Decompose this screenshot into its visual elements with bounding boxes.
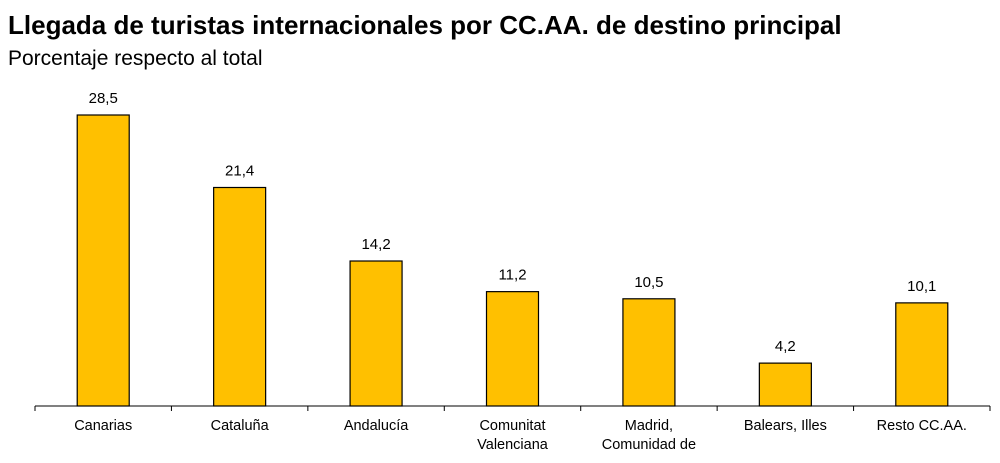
x-tick-label: Canarias [74, 418, 132, 434]
bar [76, 114, 130, 407]
x-tick-label: Comunitat [479, 418, 545, 434]
x-tick-label: Balears, Illes [744, 418, 827, 434]
chart-title: Llegada de turistas internacionales por … [8, 10, 842, 40]
data-label: 28,5 [89, 90, 118, 107]
x-tick-label: Andalucía [344, 418, 409, 434]
data-label: 11,2 [498, 267, 526, 284]
data-label: 10,5 [634, 274, 663, 291]
bar [349, 260, 403, 407]
x-tick-label: Madrid, [625, 418, 673, 434]
data-label: 14,2 [361, 236, 390, 253]
data-label: 21,4 [225, 162, 254, 179]
bar [485, 291, 540, 407]
bar [213, 186, 267, 407]
bar [758, 362, 812, 407]
bar [622, 298, 676, 407]
x-tick-label: Resto CC.AA. [877, 418, 967, 434]
x-tick-label: Cataluña [211, 418, 270, 434]
x-tick-label: Valenciana [477, 437, 549, 453]
x-tick-label: Comunidad de [602, 437, 696, 453]
data-label: 4,2 [775, 338, 796, 355]
chart-subtitle: Porcentaje respecto al total [8, 47, 263, 70]
data-label: 10,1 [907, 278, 936, 295]
bar [895, 302, 949, 407]
